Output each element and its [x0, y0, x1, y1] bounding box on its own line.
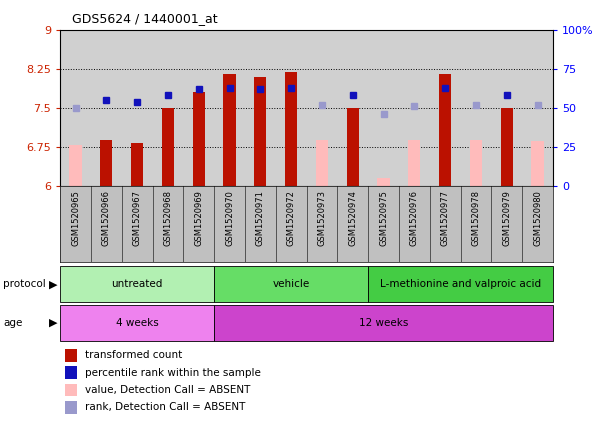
Bar [285, 72, 297, 186]
Bar [368, 266, 553, 302]
Text: GSM1520966: GSM1520966 [102, 190, 111, 246]
Text: untreated: untreated [111, 280, 163, 289]
Bar [408, 140, 421, 186]
Bar [439, 74, 451, 186]
Text: ▶: ▶ [49, 318, 57, 327]
Bar [65, 366, 78, 379]
Text: GSM1520967: GSM1520967 [133, 190, 142, 246]
Text: vehicle: vehicle [272, 280, 310, 289]
Bar [316, 140, 328, 186]
Bar [377, 178, 389, 186]
Text: GSM1520969: GSM1520969 [194, 190, 203, 246]
Bar [214, 266, 368, 302]
Bar [214, 305, 553, 341]
Bar [192, 92, 205, 186]
Text: value, Detection Call = ABSENT: value, Detection Call = ABSENT [85, 385, 250, 395]
Text: GDS5624 / 1440001_at: GDS5624 / 1440001_at [72, 12, 218, 25]
Text: GSM1520977: GSM1520977 [441, 190, 450, 246]
Text: GSM1520972: GSM1520972 [287, 190, 296, 246]
Bar [254, 77, 266, 186]
Bar [501, 108, 513, 186]
Text: 4 weeks: 4 weeks [116, 318, 159, 327]
Text: GSM1520968: GSM1520968 [163, 190, 172, 246]
Text: GSM1520971: GSM1520971 [256, 190, 265, 246]
Bar [162, 108, 174, 186]
Text: age: age [3, 318, 22, 327]
Bar [470, 140, 482, 186]
Bar [131, 143, 143, 186]
Text: GSM1520965: GSM1520965 [71, 190, 80, 246]
Text: protocol: protocol [3, 280, 46, 289]
Bar [65, 384, 78, 396]
Bar [65, 401, 78, 414]
Text: GSM1520970: GSM1520970 [225, 190, 234, 246]
Bar [60, 305, 214, 341]
Text: GSM1520980: GSM1520980 [533, 190, 542, 246]
Text: GSM1520979: GSM1520979 [502, 190, 511, 246]
Text: GSM1520978: GSM1520978 [471, 190, 480, 246]
Text: GSM1520976: GSM1520976 [410, 190, 419, 246]
Text: GSM1520973: GSM1520973 [317, 190, 326, 246]
Text: percentile rank within the sample: percentile rank within the sample [85, 368, 261, 378]
Text: 12 weeks: 12 weeks [359, 318, 408, 327]
Bar [69, 146, 82, 186]
Bar [347, 108, 359, 186]
Text: L-methionine and valproic acid: L-methionine and valproic acid [380, 280, 541, 289]
Bar [531, 141, 544, 186]
Text: rank, Detection Call = ABSENT: rank, Detection Call = ABSENT [85, 402, 245, 412]
Text: GSM1520974: GSM1520974 [348, 190, 357, 246]
Bar [65, 349, 78, 362]
Bar [224, 74, 236, 186]
Text: ▶: ▶ [49, 280, 57, 289]
Text: transformed count: transformed count [85, 351, 182, 360]
Text: GSM1520975: GSM1520975 [379, 190, 388, 246]
Bar [60, 266, 214, 302]
Bar [100, 140, 112, 186]
